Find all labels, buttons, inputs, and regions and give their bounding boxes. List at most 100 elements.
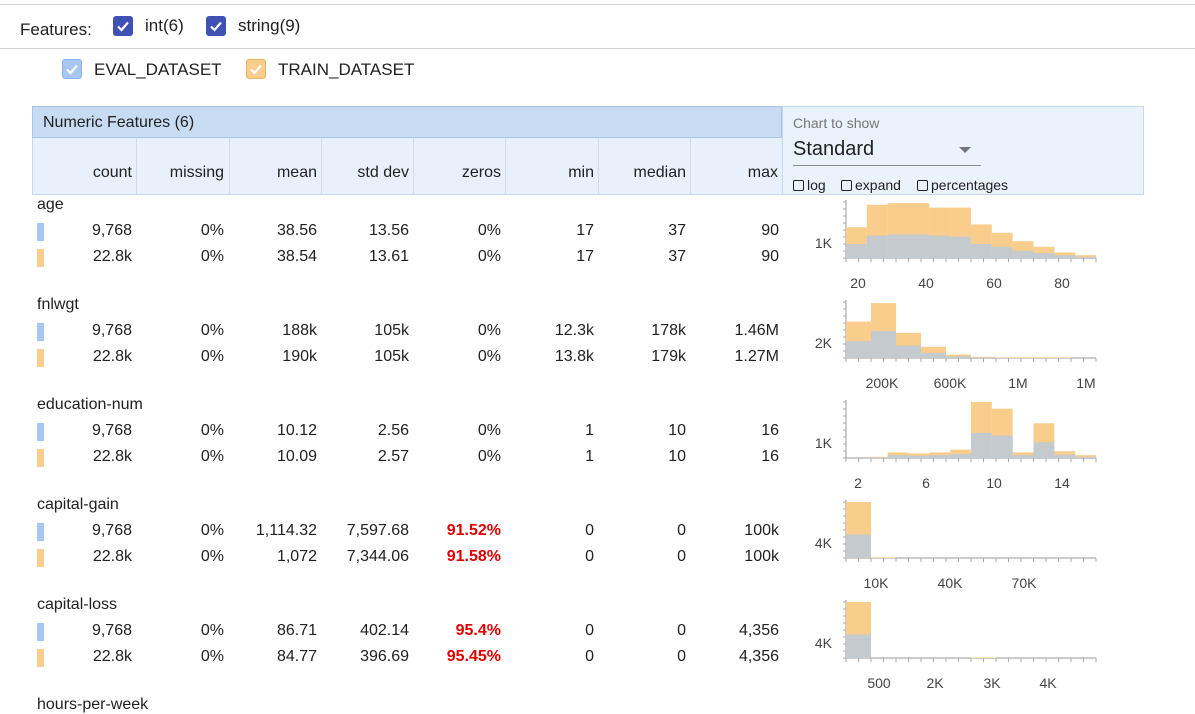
chart-type-select[interactable]: Standard — [793, 138, 875, 160]
stat-mean: 10.09 — [276, 448, 317, 465]
int-filter-checkbox[interactable] — [113, 16, 133, 36]
stat-mean: 190k — [282, 348, 317, 365]
col-header-mean[interactable]: mean — [276, 164, 317, 181]
col-header-max[interactable]: max — [747, 164, 778, 181]
stat-mean: 188k — [282, 322, 317, 339]
eval-bar — [1012, 455, 1034, 458]
eval-bar — [950, 454, 971, 458]
expand-option-label[interactable]: expand — [855, 177, 901, 193]
train-swatch — [37, 649, 44, 667]
stat-max: 4,356 — [738, 648, 779, 665]
histogram-age[interactable]: 1K 20 40 60 80 — [800, 198, 1100, 298]
eval-bar — [1075, 456, 1096, 458]
y-axis-label: 2K — [815, 335, 833, 351]
col-header-std-dev[interactable]: std dev — [357, 164, 409, 181]
eval-swatch — [37, 523, 44, 541]
stat-min: 1 — [585, 448, 594, 465]
train-bar — [1021, 357, 1046, 358]
string-filter-label[interactable]: string(9) — [238, 16, 301, 35]
histogram-capital-loss[interactable]: 4K 500 2K 3K 4K — [800, 598, 1100, 698]
numeric-features-header: Numeric Features (6) — [32, 106, 782, 138]
eval-bar — [908, 455, 930, 458]
expand-option[interactable]: expand — [841, 177, 901, 193]
check-icon — [250, 64, 262, 75]
x-tick-label: 10 — [986, 475, 1002, 491]
train-bar — [929, 452, 951, 458]
percentages-option[interactable]: percentages — [917, 177, 1008, 193]
train-bar — [1054, 252, 1076, 258]
x-tick-label: 500 — [867, 675, 891, 691]
stat-max: 90 — [761, 222, 779, 239]
int-filter-label[interactable]: int(6) — [145, 16, 184, 35]
train-bar — [950, 449, 971, 458]
percentages-option-label[interactable]: percentages — [931, 177, 1009, 193]
stat-max: 100k — [744, 548, 779, 565]
stat-median: 10 — [668, 448, 686, 465]
stat-std-dev: 105k — [374, 322, 409, 339]
stat-count: 9,768 — [91, 422, 132, 439]
stat-count: 9,768 — [91, 622, 132, 639]
stat-zeros: 0% — [477, 348, 501, 365]
stat-std-dev: 105k — [374, 348, 409, 365]
stat-min: 13.8k — [554, 348, 594, 365]
checkbox-icon[interactable] — [841, 179, 852, 191]
stat-zeros: 0% — [477, 422, 501, 439]
column-header-row: count missing mean std dev zeros min med… — [32, 138, 782, 195]
eval-dataset-label[interactable]: EVAL_DATASET — [94, 60, 222, 79]
col-header-zeros[interactable]: zeros — [461, 164, 501, 181]
histogram-education-num[interactable]: 1K 2 6 10 14 — [800, 398, 1100, 498]
eval-bar — [950, 236, 971, 258]
col-header-min[interactable]: min — [568, 164, 594, 181]
chevron-down-icon[interactable] — [959, 147, 971, 153]
feature-name: fnlwgt — [37, 296, 79, 313]
eval-bar — [929, 455, 951, 458]
train-bar — [996, 357, 1021, 358]
log-option[interactable]: log — [793, 177, 826, 193]
stat-zeros: 91.58% — [446, 548, 501, 565]
stat-max: 4,356 — [738, 622, 779, 639]
checkbox-icon[interactable] — [917, 179, 928, 191]
eval-bar — [921, 352, 946, 358]
eval-bar — [846, 534, 871, 558]
col-header-median[interactable]: median — [633, 164, 686, 181]
train-bar — [1046, 357, 1071, 358]
train-swatch — [37, 449, 44, 467]
train-bar — [1075, 255, 1096, 258]
log-option-label[interactable]: log — [807, 177, 826, 193]
stat-count: 9,768 — [91, 522, 132, 539]
eval-dataset-checkbox[interactable] — [62, 59, 82, 79]
eval-bar — [1075, 256, 1096, 258]
histogram-fnlwgt[interactable]: 2K 200K 600K 1M 1M — [800, 298, 1100, 398]
stat-mean: 38.54 — [276, 248, 317, 265]
stat-std-dev: 7,597.68 — [346, 522, 409, 539]
stat-std-dev: 402.14 — [360, 622, 409, 639]
stat-min: 0 — [585, 522, 594, 539]
numeric-features-title: Numeric Features (6) — [43, 114, 195, 131]
x-tick-label: 60 — [986, 275, 1002, 291]
checkbox-icon[interactable] — [793, 179, 804, 191]
string-filter-checkbox[interactable] — [206, 16, 226, 36]
stat-count: 9,768 — [91, 222, 132, 239]
chart-to-show-label: Chart to show — [793, 115, 880, 131]
stat-zeros: 95.4% — [455, 622, 501, 639]
x-tick-label: 3K — [983, 675, 1001, 691]
stat-zeros: 91.52% — [446, 522, 501, 539]
stat-median: 37 — [668, 222, 686, 239]
train-dataset-checkbox[interactable] — [246, 59, 266, 79]
x-tick-label: 10K — [864, 575, 890, 591]
col-header-missing[interactable]: missing — [169, 164, 224, 181]
stat-missing: 0% — [200, 348, 224, 365]
eval-bar — [846, 634, 871, 658]
top-divider — [0, 4, 1195, 5]
stat-mean: 1,114.32 — [255, 522, 317, 539]
select-underline — [793, 165, 981, 166]
x-tick-label: 70K — [1012, 575, 1038, 591]
col-header-count[interactable]: count — [92, 164, 132, 181]
features-label: Features: — [20, 20, 92, 39]
train-dataset-label[interactable]: TRAIN_DATASET — [278, 60, 415, 79]
check-icon — [210, 21, 222, 32]
stat-zeros: 0% — [477, 222, 501, 239]
histogram-capital-gain[interactable]: 4K 10K 40K 70K — [800, 498, 1100, 598]
stat-max: 90 — [761, 248, 779, 265]
stat-zeros: 0% — [477, 248, 501, 265]
